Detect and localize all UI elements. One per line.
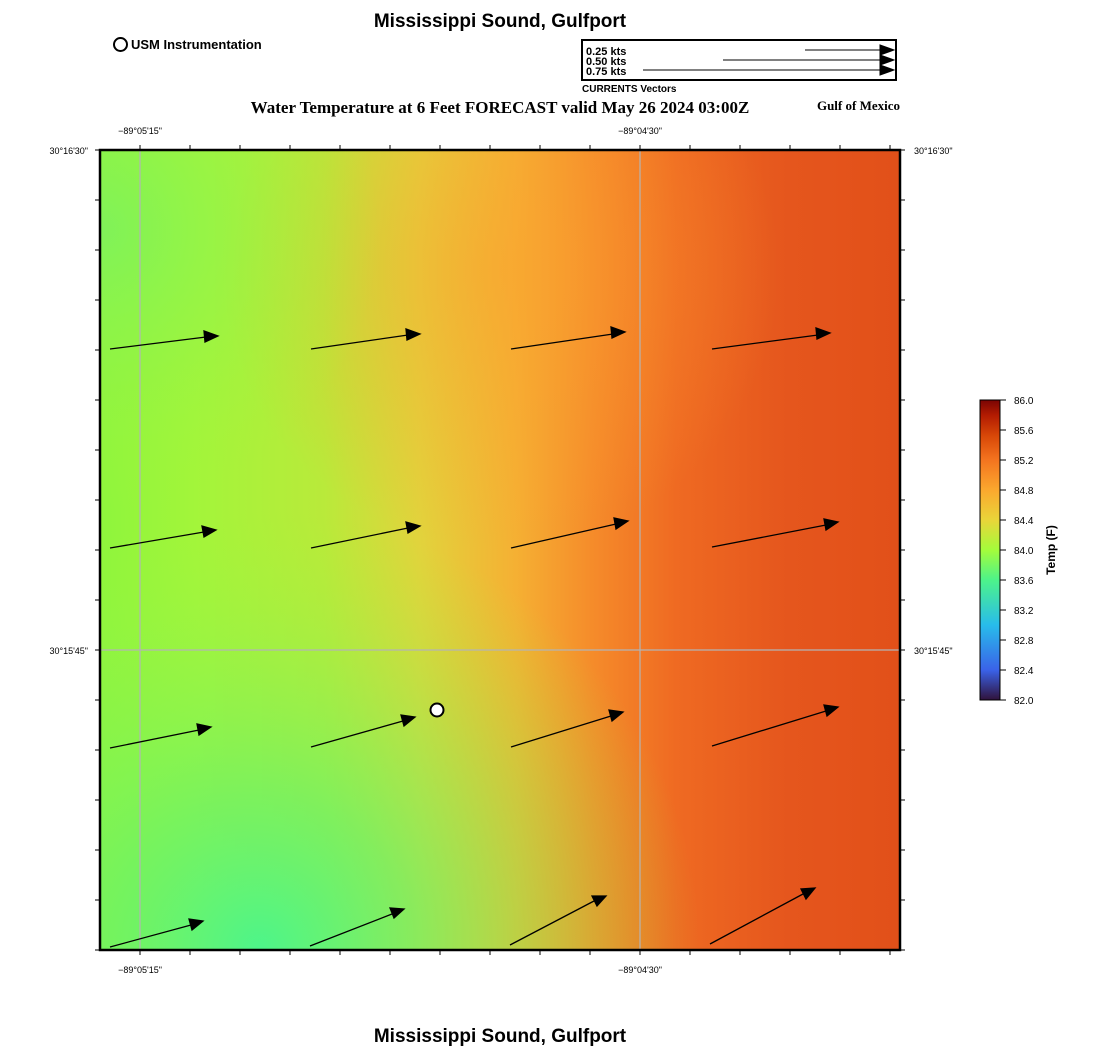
current-vector: [711, 334, 819, 350]
colorbar-tick: 83.6: [1014, 576, 1034, 587]
current-vector: [310, 720, 404, 748]
lat-tick-right-1: 30°16'30": [914, 146, 953, 156]
current-vector: [711, 524, 827, 548]
lon-tick-top-2: −89°04'30": [618, 126, 662, 136]
colorbar-tick: 86.0: [1014, 396, 1034, 407]
current-vector-head: [405, 328, 422, 341]
current-vector-head: [405, 521, 422, 535]
colorbar-tick: 82.4: [1014, 666, 1034, 677]
current-vector: [310, 527, 409, 549]
vector-scale-label-2: 0.50 kts: [586, 56, 627, 68]
current-vector-head: [201, 525, 218, 539]
graticule: [100, 150, 900, 950]
usm-instrumentation-marker: [429, 702, 445, 718]
map-footer-title: Mississippi Sound, Gulfport: [373, 1026, 627, 1047]
temperature-field: [100, 150, 900, 950]
colorbar-tick: 84.4: [1014, 516, 1034, 527]
vector-scale-arrows: [643, 44, 895, 76]
current-vector: [109, 729, 200, 749]
open-circle-icon: [113, 37, 128, 52]
current-vector-head: [610, 326, 627, 339]
current-vector: [309, 913, 393, 947]
current-vector-head: [823, 704, 840, 718]
colorbar-tick: 82.0: [1014, 696, 1034, 707]
current-vector: [310, 334, 409, 350]
current-vector-head: [389, 907, 406, 920]
region-label: Gulf of Mexico: [816, 98, 900, 113]
colorbar-tick: 84.0: [1014, 546, 1034, 557]
vectors-caption: CURRENTS Vectors: [582, 84, 677, 95]
lon-tick-top-1: −89°05'15": [118, 126, 162, 136]
current-vector-head: [613, 517, 630, 531]
colorbar-tick: 85.2: [1014, 456, 1034, 467]
lon-tick-bottom-2: −89°04'30": [618, 965, 662, 975]
current-vector-head: [823, 518, 840, 532]
temperature-colorbar: 86.0 85.6 85.2 84.8 84.4 84.0 83.6 83.2 …: [979, 396, 1058, 707]
current-vector: [510, 715, 612, 748]
map-title: Mississippi Sound, Gulfport: [373, 11, 627, 32]
current-vectors: [109, 326, 840, 948]
current-vector: [109, 531, 205, 549]
current-vector: [109, 924, 192, 948]
site-legend-label: USM Instrumentation: [131, 37, 262, 52]
current-vector-head: [196, 723, 213, 737]
current-vector-head: [188, 918, 205, 932]
map-subtitle: Water Temperature at 6 Feet FORECAST val…: [250, 98, 750, 117]
current-vector-head: [590, 895, 608, 908]
current-vector-head: [203, 330, 220, 343]
current-vector-head: [815, 327, 832, 340]
frame-ticks: [95, 145, 905, 955]
colorbar-tick: 84.8: [1014, 486, 1034, 497]
site-legend: USM Instrumentation: [113, 37, 262, 52]
lon-tick-bottom-1: −89°05'15": [118, 965, 162, 975]
colorbar-title: Temp (F): [1044, 525, 1058, 575]
colorbar-tick: 83.2: [1014, 606, 1034, 617]
current-vector: [509, 900, 595, 946]
current-vector: [709, 893, 804, 945]
current-vector-head: [799, 887, 817, 901]
current-vector-head: [608, 709, 625, 723]
current-vector: [109, 336, 207, 350]
lat-tick-right-2: 30°15'45": [914, 646, 953, 656]
lat-tick-left-2: 30°15'45": [49, 646, 88, 656]
vector-scale-label-3: 0.75 kts: [586, 66, 627, 78]
current-vector: [510, 523, 617, 549]
colorbar-tick: 85.6: [1014, 426, 1034, 437]
current-vector: [510, 333, 614, 350]
lat-tick-left-1: 30°16'30": [49, 146, 88, 156]
current-vector: [711, 710, 827, 747]
colorbar-tick: 82.8: [1014, 636, 1034, 647]
vector-scale-legend: 0.25 kts 0.50 kts 0.75 kts: [581, 39, 897, 81]
current-vector-head: [400, 714, 417, 728]
vector-scale-label-1: 0.25 kts: [586, 46, 627, 58]
